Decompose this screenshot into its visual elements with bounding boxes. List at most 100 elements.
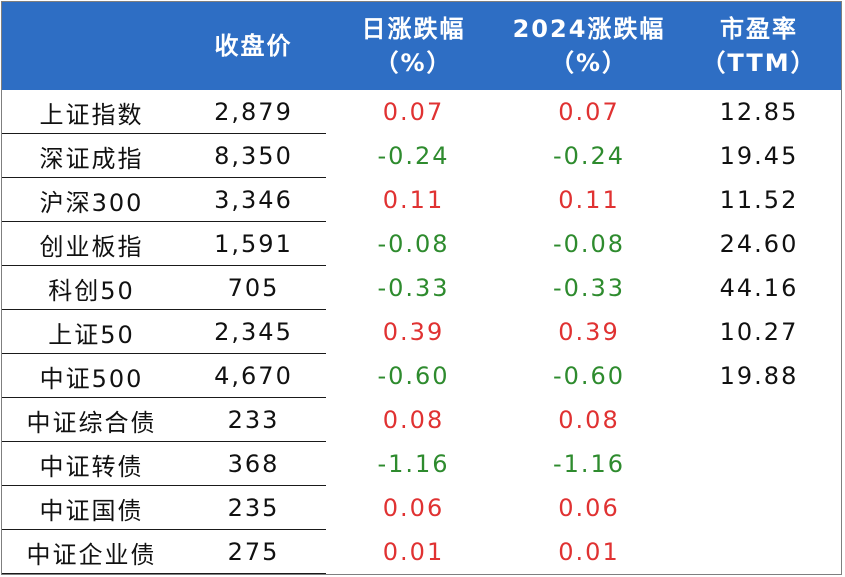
close-price: 2,345 [214, 318, 293, 346]
pe-ratio [677, 442, 841, 486]
row-divider [2, 485, 181, 486]
pe-ratio: 10.27 [719, 318, 799, 346]
row-divider [181, 177, 326, 178]
row-divider [2, 397, 181, 398]
day-change: -0.24 [377, 142, 450, 170]
row-divider [181, 441, 326, 442]
row-divider [181, 309, 326, 310]
row-divider [2, 177, 181, 178]
day-change: -1.16 [377, 450, 450, 478]
table-row: 上证指数 2,879 0.07 0.07 12.85 [2, 90, 841, 134]
close-price: 1,591 [214, 230, 293, 258]
row-divider [181, 353, 326, 354]
index-name: 中证企业债 [26, 540, 157, 569]
row-divider [2, 529, 181, 530]
row-divider [2, 133, 181, 134]
ytd-change: 0.07 [558, 98, 620, 126]
table-row: 科创50 705 -0.33 -0.33 44.16 [2, 266, 841, 310]
index-name: 中证国债 [39, 496, 144, 525]
pe-ratio: 24.60 [719, 230, 799, 258]
ytd-change: 0.08 [558, 406, 620, 434]
ytd-change: 0.11 [558, 186, 620, 214]
ytd-change: -1.16 [552, 450, 626, 478]
pe-ratio: 19.45 [719, 142, 799, 170]
index-name: 科创50 [48, 276, 135, 305]
row-divider [181, 485, 326, 486]
index-name: 沪深300 [39, 188, 144, 217]
day-change: 0.01 [382, 538, 445, 566]
pe-ratio: 12.85 [719, 98, 799, 126]
row-divider [181, 133, 326, 134]
day-change: -0.60 [377, 362, 450, 390]
row-divider [2, 221, 181, 222]
close-price: 368 [227, 450, 280, 478]
ytd-change: -0.24 [552, 142, 626, 170]
ytd-change: -0.08 [552, 230, 626, 258]
table-header: 收盘价 日涨跌幅 （%） 2024涨跌幅 （%） 市盈率 （TTM） [2, 2, 841, 90]
index-name: 中证综合债 [26, 408, 157, 437]
header-ytd-change: 2024涨跌幅 （%） [501, 2, 677, 90]
index-name: 创业板指 [39, 232, 144, 261]
index-name: 中证转债 [39, 452, 144, 481]
header-ytd-change-line2: （%） [549, 49, 629, 77]
table-row: 中证企业债 275 0.01 0.01 [2, 530, 841, 574]
table-row: 中证综合债 233 0.08 0.08 [2, 398, 841, 442]
row-divider [181, 265, 326, 266]
day-change: 0.11 [382, 186, 445, 214]
close-price: 2,879 [214, 98, 293, 126]
table-row: 上证50 2,345 0.39 0.39 10.27 [2, 310, 841, 354]
table-row: 深证成指 8,350 -0.24 -0.24 19.45 [2, 134, 841, 178]
header-day-change: 日涨跌幅 （%） [326, 2, 501, 90]
header-ytd-change-line1: 2024涨跌幅 [512, 15, 666, 43]
pe-ratio: 19.88 [719, 362, 799, 390]
close-price: 705 [227, 274, 280, 302]
index-name: 上证指数 [39, 100, 144, 129]
header-day-change-line1: 日涨跌幅 [361, 15, 466, 43]
close-price: 8,350 [214, 142, 293, 170]
row-divider [2, 573, 181, 574]
close-price: 3,346 [214, 186, 293, 214]
ytd-change: -0.33 [552, 274, 626, 302]
header-day-change-line2: （%） [374, 49, 453, 77]
header-name [2, 2, 181, 90]
index-name: 中证500 [39, 364, 144, 393]
row-divider [181, 397, 326, 398]
ytd-change: 0.39 [558, 318, 620, 346]
close-price: 4,670 [214, 362, 293, 390]
row-divider [2, 353, 181, 354]
table-row: 中证转债 368 -1.16 -1.16 [2, 442, 841, 486]
day-change: 0.07 [382, 98, 445, 126]
pe-ratio: 11.52 [719, 186, 799, 214]
table-row: 中证500 4,670 -0.60 -0.60 19.88 [2, 354, 841, 398]
header-close: 收盘价 [181, 2, 326, 90]
pe-ratio: 44.16 [719, 274, 799, 302]
day-change: -0.08 [377, 230, 450, 258]
close-price: 235 [227, 494, 280, 522]
header-pe-line1: 市盈率 [720, 15, 798, 43]
day-change: 0.06 [382, 494, 445, 522]
row-divider [181, 529, 326, 530]
close-price: 233 [227, 406, 280, 434]
header-pe-line2: （TTM） [701, 49, 817, 77]
header-pe: 市盈率 （TTM） [677, 2, 841, 90]
index-name: 深证成指 [39, 144, 144, 173]
day-change: 0.08 [382, 406, 445, 434]
ytd-change: 0.01 [558, 538, 620, 566]
row-divider [181, 573, 326, 574]
row-divider [2, 441, 181, 442]
table-row: 创业板指 1,591 -0.08 -0.08 24.60 [2, 222, 841, 266]
table-row: 沪深300 3,346 0.11 0.11 11.52 [2, 178, 841, 222]
ytd-change: 0.06 [558, 494, 620, 522]
close-price: 275 [227, 538, 280, 566]
pe-ratio [677, 486, 841, 530]
pe-ratio [677, 398, 841, 442]
table-row: 中证国债 235 0.06 0.06 [2, 486, 841, 530]
row-divider [2, 265, 181, 266]
pe-ratio [677, 530, 841, 574]
day-change: 0.39 [382, 318, 445, 346]
day-change: -0.33 [377, 274, 450, 302]
row-divider [181, 221, 326, 222]
ytd-change: -0.60 [552, 362, 626, 390]
header-close-label: 收盘价 [214, 32, 293, 60]
